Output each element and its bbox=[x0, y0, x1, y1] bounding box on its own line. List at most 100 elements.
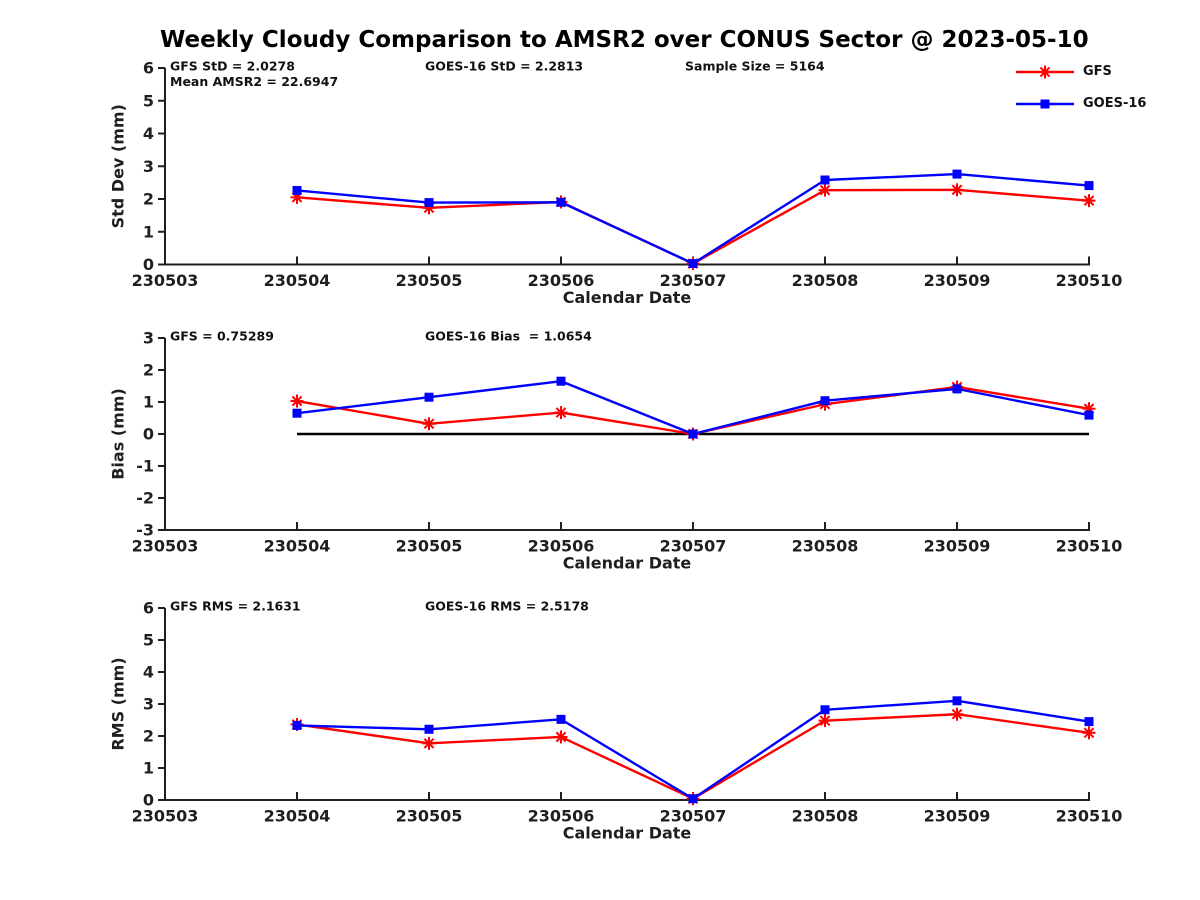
y-tick-label: 3 bbox=[143, 329, 154, 348]
series-line-goes16 bbox=[296, 172, 1090, 265]
marker-gfs bbox=[1082, 726, 1096, 740]
y-axis-title: Std Dev (mm) bbox=[109, 104, 128, 228]
marker-goes16 bbox=[424, 724, 434, 734]
marker-goes16 bbox=[1084, 410, 1094, 420]
marker-goes16 bbox=[952, 696, 962, 706]
marker-gfs bbox=[554, 730, 568, 744]
subplot-bias-mm-: -3 -2 -1 0 1 2 3 230503 230504 230505 230506 230507… bbox=[109, 329, 1123, 573]
marker-goes16 bbox=[688, 429, 698, 439]
x-tick-label: 230510 bbox=[1056, 537, 1123, 556]
stat-annotation: Sample Size = 5164 bbox=[685, 59, 825, 74]
x-tick-label: 230506 bbox=[528, 271, 595, 290]
x-tick-label: 230508 bbox=[792, 807, 859, 826]
stat-annotation: GFS StD = 2.0278 bbox=[170, 59, 295, 74]
marker-goes16 bbox=[424, 392, 434, 402]
x-axis-title: Calendar Date bbox=[563, 554, 692, 573]
asterisk-spoke bbox=[423, 418, 435, 430]
x-axis-title: Calendar Date bbox=[563, 288, 692, 307]
marker-goes16 bbox=[292, 408, 302, 418]
x-tick-label: 230505 bbox=[396, 807, 463, 826]
x-tick-label: 230506 bbox=[528, 807, 595, 826]
marker-goes16 bbox=[820, 396, 830, 406]
x-tick-label: 230504 bbox=[264, 537, 331, 556]
y-tick-label: 4 bbox=[143, 124, 154, 143]
subplot-std-dev-mm-: 0 1 2 3 4 5 6 230503 230504 230505 230506 230507 230… bbox=[109, 59, 1123, 308]
legend-entry-goes16: GOES-16 bbox=[1016, 96, 1146, 112]
marker-goes16 bbox=[556, 197, 566, 207]
x-tick-label: 230506 bbox=[528, 537, 595, 556]
subplot-rms-mm-: 0 1 2 3 4 5 6 230503 230504 230505 230506 230507 230… bbox=[109, 599, 1123, 843]
y-tick-label: 3 bbox=[143, 157, 154, 176]
marker-gfs bbox=[422, 736, 436, 750]
marker-goes16 bbox=[292, 720, 302, 730]
y-tick-label: 1 bbox=[143, 759, 154, 778]
asterisk-spoke bbox=[819, 184, 831, 196]
marker-goes16 bbox=[688, 794, 698, 804]
asterisk-spoke bbox=[291, 395, 303, 407]
y-tick-label: 6 bbox=[143, 59, 154, 78]
marker-goes16 bbox=[1084, 181, 1094, 191]
asterisk-spoke bbox=[819, 715, 831, 726]
y-tick-label: 4 bbox=[143, 663, 154, 682]
y-tick-label: 0 bbox=[143, 425, 154, 444]
x-tick-label: 230505 bbox=[396, 271, 463, 290]
x-tick-label: 230508 bbox=[792, 537, 859, 556]
y-tick-label: 5 bbox=[143, 91, 154, 110]
y-tick-label: 0 bbox=[143, 791, 154, 810]
legend-asterisk-marker bbox=[1038, 65, 1052, 79]
x-tick-label: 230503 bbox=[132, 807, 199, 826]
marker-gfs bbox=[554, 406, 568, 420]
gfs-legend-line-icon bbox=[1016, 65, 1074, 79]
marker-goes16 bbox=[424, 198, 434, 208]
series-line-gfs bbox=[296, 713, 1090, 800]
asterisk-spoke bbox=[555, 407, 567, 418]
marker-gfs bbox=[818, 714, 832, 728]
y-tick-label: 2 bbox=[143, 190, 154, 209]
x-tick-label: 230508 bbox=[792, 271, 859, 290]
asterisk-spoke bbox=[1083, 727, 1095, 739]
y-tick-label: -1 bbox=[136, 457, 154, 476]
x-tick-label: 230505 bbox=[396, 537, 463, 556]
x-tick-label: 230509 bbox=[924, 807, 991, 826]
x-tick-label: 230509 bbox=[924, 271, 991, 290]
marker-gfs bbox=[290, 394, 304, 408]
x-tick-label: 230509 bbox=[924, 537, 991, 556]
marker-goes16 bbox=[556, 714, 566, 724]
marker-goes16 bbox=[820, 175, 830, 185]
series-line-gfs bbox=[296, 385, 1090, 436]
x-tick-label: 230507 bbox=[660, 537, 727, 556]
x-tick-label: 230503 bbox=[132, 271, 199, 290]
asterisk-spoke bbox=[423, 738, 435, 749]
y-tick-label: 1 bbox=[143, 393, 154, 412]
y-tick-label: 6 bbox=[143, 599, 154, 618]
x-tick-label: 230503 bbox=[132, 537, 199, 556]
y-tick-label: 2 bbox=[143, 361, 154, 380]
y-tick-label: 0 bbox=[143, 255, 154, 274]
asterisk-spoke bbox=[951, 708, 963, 720]
x-tick-label: 230510 bbox=[1056, 807, 1123, 826]
x-axis-title: Calendar Date bbox=[563, 824, 692, 843]
y-tick-label: 2 bbox=[143, 727, 154, 746]
y-tick-label: -3 bbox=[136, 521, 154, 540]
stat-annotation: GFS RMS = 2.1631 bbox=[170, 599, 301, 614]
y-tick-label: 1 bbox=[143, 222, 154, 241]
marker-gfs bbox=[422, 417, 436, 431]
asterisk-spoke bbox=[1083, 195, 1095, 206]
legend-label-gfs: GFS bbox=[1083, 64, 1112, 79]
x-tick-label: 230504 bbox=[264, 271, 331, 290]
marker-goes16 bbox=[688, 259, 698, 269]
y-tick-label: 5 bbox=[143, 631, 154, 650]
stat-annotation: GOES-16 Bias = 1.0654 bbox=[425, 329, 592, 344]
marker-gfs bbox=[950, 707, 964, 721]
x-tick-label: 230510 bbox=[1056, 271, 1123, 290]
marker-goes16 bbox=[292, 185, 302, 195]
marker-gfs bbox=[1082, 194, 1096, 208]
marker-goes16 bbox=[1084, 717, 1094, 727]
stat-annotation: GOES-16 StD = 2.2813 bbox=[425, 59, 583, 74]
stat-annotation: GFS = 0.75289 bbox=[170, 329, 274, 344]
goes16-legend-line-icon bbox=[1016, 99, 1074, 109]
asterisk-spoke bbox=[951, 184, 963, 196]
legend-entry-gfs: GFS bbox=[1016, 64, 1112, 80]
asterisk-spoke bbox=[555, 731, 567, 743]
